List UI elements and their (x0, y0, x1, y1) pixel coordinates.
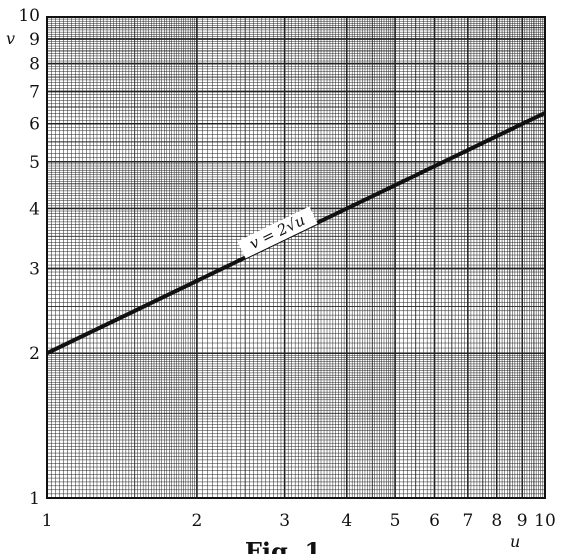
x-axis-label: u (510, 532, 520, 551)
y-tick-label: 7 (29, 83, 40, 103)
x-tick-labels: 1 2 3 4 5 6 7 8 9 10 (42, 511, 556, 531)
y-tick-label: 6 (29, 115, 40, 135)
x-tick-label: 2 (191, 511, 202, 531)
y-tick-label: 9 (29, 30, 40, 50)
x-tick-label: 6 (429, 511, 440, 531)
y-tick-labels: 1 2 3 4 5 6 7 8 9 10 (18, 6, 40, 509)
y-tick-label: 2 (29, 344, 40, 364)
x-tick-label: 1 (42, 511, 53, 531)
grid (46, 16, 546, 499)
x-tick-label: 4 (341, 511, 352, 531)
y-tick-label: 3 (29, 260, 40, 280)
y-tick-label: 10 (18, 6, 40, 26)
annotation-background (237, 206, 318, 259)
y-tick-label: 4 (29, 199, 40, 219)
y-tick-label: 5 (29, 153, 40, 173)
x-tick-label: 8 (491, 511, 502, 531)
y-tick-label: 8 (29, 55, 40, 75)
x-tick-label: 9 (517, 511, 528, 531)
x-tick-label: 3 (279, 511, 290, 531)
x-tick-label: 10 (534, 511, 556, 531)
y-tick-label: 1 (29, 489, 40, 509)
x-tick-label: 7 (462, 511, 473, 531)
figure-caption: Fig. 1 (245, 537, 321, 554)
y-axis-label: v (6, 29, 15, 48)
x-tick-label: 5 (390, 511, 401, 531)
plot-frame (46, 16, 546, 499)
